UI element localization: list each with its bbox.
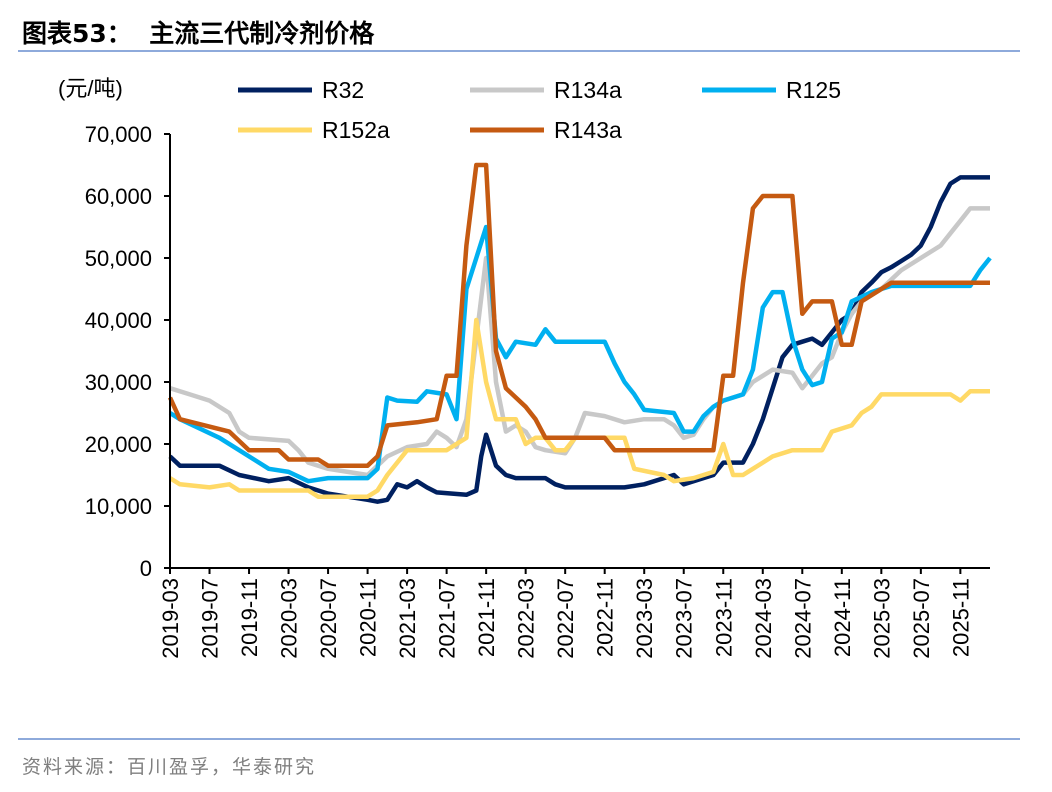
x-tick-label: 2020-07	[316, 578, 341, 659]
y-tick-label: 40,000	[85, 308, 152, 333]
legend-label-r32: R32	[322, 77, 364, 103]
legend-label-r143a: R143a	[554, 117, 622, 143]
x-tick-label: 2025-03	[869, 578, 894, 659]
series-line-r125	[168, 224, 992, 484]
y-tick-label: 10,000	[85, 494, 152, 519]
x-tick-label: 2025-07	[909, 578, 934, 659]
x-tick-label: 2021-11	[474, 578, 499, 657]
series-line-r152a	[168, 317, 990, 499]
y-tick-label: 60,000	[85, 184, 152, 209]
footer-divider	[18, 738, 1020, 740]
x-tick-label: 2024-11	[830, 578, 855, 657]
y-tick-label: 0	[140, 556, 152, 581]
x-tick-label: 2021-07	[435, 578, 460, 659]
y-tick-label: 20,000	[85, 432, 152, 457]
x-tick-label: 2020-03	[277, 578, 302, 659]
x-tick-label: 2021-03	[395, 578, 420, 659]
x-tick-label: 2023-03	[632, 578, 657, 659]
x-tick-label: 2023-07	[672, 578, 697, 659]
x-tick-label: 2022-03	[514, 578, 539, 659]
x-tick-label: 2022-11	[593, 578, 618, 657]
x-tick-label: 2019-07	[198, 578, 223, 659]
series-line-r143a	[167, 162, 990, 468]
x-tick-label: 2025-11	[948, 578, 973, 657]
x-tick-label: 2024-07	[790, 578, 815, 659]
x-tick-label: 2020-11	[356, 578, 381, 657]
legend-label-r134a: R134a	[554, 77, 622, 103]
legend-label-r125: R125	[786, 77, 841, 103]
y-tick-label: 70,000	[85, 122, 152, 147]
x-tick-label: 2023-11	[711, 578, 736, 657]
figure-title: 图表53： 主流三代制冷剂价格	[22, 19, 375, 48]
y-axis-unit: (元/吨)	[58, 76, 123, 101]
x-tick-label: 2019-11	[237, 578, 262, 657]
series-line-r32	[168, 175, 990, 504]
legend-label-r152a: R152a	[322, 117, 390, 143]
source-note: 资料来源：百川盈孚，华泰研究	[22, 756, 317, 778]
title-divider	[18, 50, 1020, 52]
y-tick-label: 50,000	[85, 246, 152, 271]
x-tick-label: 2019-03	[158, 578, 183, 659]
x-tick-label: 2022-07	[553, 578, 578, 659]
y-tick-label: 30,000	[85, 370, 152, 395]
x-tick-label: 2024-03	[751, 578, 776, 659]
